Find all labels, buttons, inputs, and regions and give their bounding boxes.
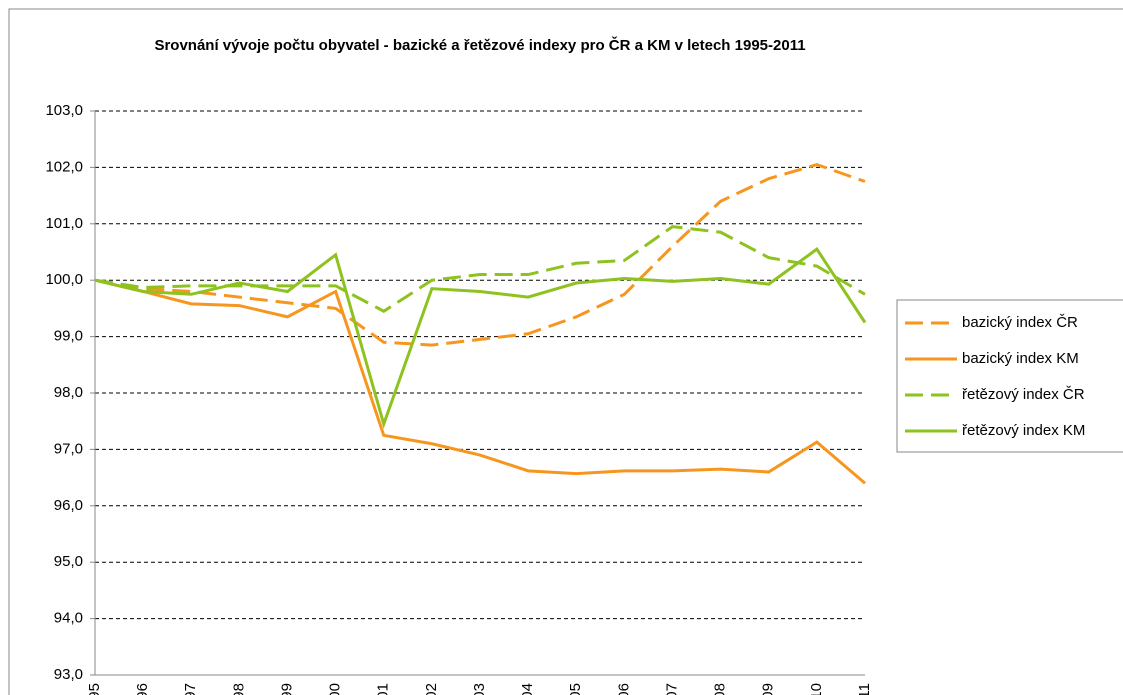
series-line bbox=[94, 247, 867, 429]
x-tick-label: 2003 bbox=[471, 683, 488, 695]
y-tick-label: 93,0 bbox=[54, 666, 83, 683]
y-tick-label: 96,0 bbox=[54, 497, 83, 514]
x-tick-label: 2009 bbox=[760, 683, 777, 695]
legend-label: řetězový index ČR bbox=[962, 386, 1085, 403]
x-tick-label: 2007 bbox=[663, 683, 680, 695]
series-line bbox=[94, 225, 866, 313]
x-tick-label: 2005 bbox=[567, 683, 584, 695]
x-tick-label: 2010 bbox=[808, 683, 825, 695]
x-tick-label: 2011 bbox=[856, 683, 873, 695]
y-tick-label: 97,0 bbox=[54, 440, 83, 457]
x-tick-label: 1996 bbox=[134, 683, 151, 695]
y-tick-label: 100,0 bbox=[45, 271, 83, 288]
chart-title: Srovnání vývoje počtu obyvatel - bazické… bbox=[154, 36, 805, 54]
x-tick-label: 2001 bbox=[375, 683, 392, 695]
series-line bbox=[94, 163, 866, 347]
x-tick-label: 2004 bbox=[519, 683, 536, 695]
x-tick-label: 2002 bbox=[423, 683, 440, 695]
y-tick-label: 98,0 bbox=[54, 384, 83, 401]
legend-label: bazický index KM bbox=[962, 350, 1079, 367]
series-line bbox=[94, 278, 866, 485]
y-tick-label: 95,0 bbox=[54, 553, 83, 570]
legend-box bbox=[896, 299, 1123, 453]
y-tick-label: 99,0 bbox=[54, 328, 83, 345]
x-tick-label: 1997 bbox=[182, 683, 199, 695]
y-tick-label: 103,0 bbox=[45, 102, 83, 119]
y-tick-label: 101,0 bbox=[45, 215, 83, 232]
legend-label: řetězový index KM bbox=[962, 422, 1085, 439]
x-tick-label: 1995 bbox=[86, 683, 103, 695]
y-tick-label: 94,0 bbox=[54, 610, 83, 627]
x-tick-label: 1999 bbox=[278, 683, 295, 695]
x-tick-label: 2006 bbox=[615, 683, 632, 695]
y-tick-label: 102,0 bbox=[45, 158, 83, 175]
x-tick-label: 1998 bbox=[230, 683, 247, 695]
x-tick-label: 2008 bbox=[712, 683, 729, 695]
x-tick-label: 2000 bbox=[327, 683, 344, 695]
legend-label: bazický index ČR bbox=[962, 314, 1078, 331]
